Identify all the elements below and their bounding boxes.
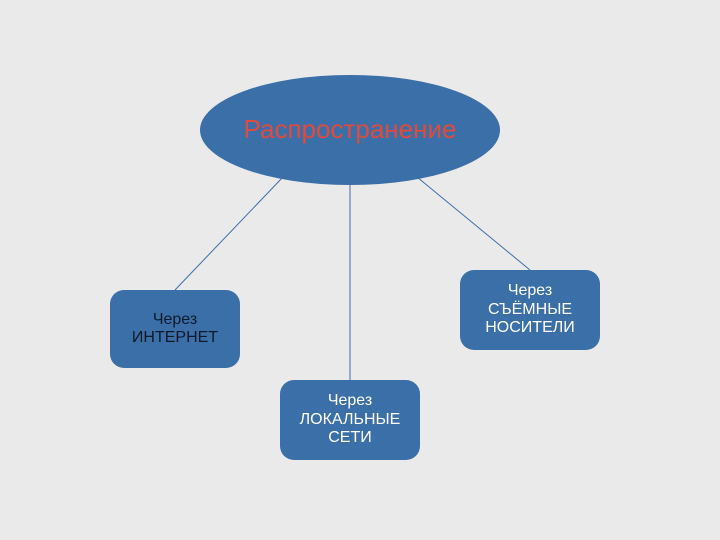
child-label: Через ИНТЕРНЕТ xyxy=(118,311,232,348)
child-node-removable: Через СЪЁМНЫЕ НОСИТЕЛИ xyxy=(460,270,600,350)
child-node-internet: Через ИНТЕРНЕТ xyxy=(110,290,240,368)
child-label: Через СЪЁМНЫЕ НОСИТЕЛИ xyxy=(468,282,592,337)
child-node-lan: Через ЛОКАЛЬНЫЕ СЕТИ xyxy=(280,380,420,460)
child-label: Через ЛОКАЛЬНЫЕ СЕТИ xyxy=(288,392,412,447)
root-label: Распространение xyxy=(244,115,457,145)
diagram-canvas: Распространение Через ИНТЕРНЕТ Через ЛОК… xyxy=(0,0,720,540)
root-node: Распространение xyxy=(200,75,500,185)
